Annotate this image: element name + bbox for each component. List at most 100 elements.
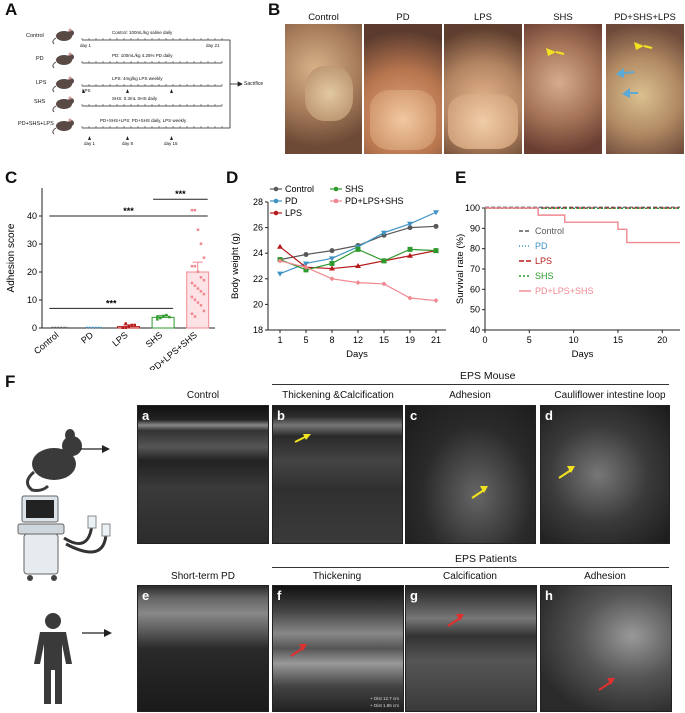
y-tick-label: 70 <box>470 264 480 274</box>
bar <box>151 316 175 329</box>
data-point <box>329 265 335 271</box>
legend-marker <box>273 198 279 204</box>
ultrasound-image-c: c <box>405 405 536 544</box>
mouse-icon-pd <box>52 52 74 69</box>
photo-pd <box>364 24 442 154</box>
legend-label: Control <box>285 184 314 194</box>
data-point <box>190 208 194 212</box>
data-point <box>162 314 165 318</box>
x-tick-label: SHS <box>144 330 165 350</box>
y-tick-label: 28 <box>253 197 263 207</box>
data-point <box>190 295 194 299</box>
data-point <box>130 323 133 327</box>
x-tick-label: 19 <box>405 335 415 345</box>
data-point <box>196 301 200 304</box>
us-letter-a: a <box>142 408 150 423</box>
data-point <box>193 208 197 212</box>
y-tick-label: 80 <box>470 244 480 254</box>
x-axis-label: Days <box>346 349 368 360</box>
ultrasound-image-e: e <box>137 585 269 712</box>
data-point <box>159 316 162 320</box>
human-silhouette-icon <box>34 613 72 704</box>
data-point <box>329 256 335 262</box>
day-8-label: day 8 <box>122 141 134 146</box>
series-line-0 <box>279 225 437 261</box>
significance-label: *** <box>106 298 117 308</box>
survival-line-chart: 40 50 60 70 80 90 100 0 5 10 15 20 Days Survival rate… <box>455 203 680 360</box>
protocol-shs: SHS: 0.3mL SHS daily <box>112 96 158 101</box>
data-point <box>433 298 439 304</box>
photo-lps <box>444 24 522 154</box>
panel-letter-f: F <box>5 372 16 391</box>
data-point <box>381 258 387 264</box>
us-letter-d: d <box>545 408 553 423</box>
x-tick-label: 5 <box>527 335 532 345</box>
group-label-pd: PD <box>36 56 44 62</box>
significance-label: *** <box>175 189 186 199</box>
legend-label: PD <box>285 196 298 206</box>
day-end-label: day 21 <box>206 43 220 48</box>
x-tick-label: LPS <box>110 330 129 349</box>
data-point <box>303 261 309 267</box>
scan-readout-2: + Dist 1.96 cm <box>370 703 399 708</box>
us-title-g: Calcification <box>443 571 497 582</box>
y-tick-label: 24 <box>253 248 263 258</box>
photo-combo <box>606 24 684 154</box>
legend-label: LPS <box>535 256 552 266</box>
data-point <box>165 313 168 317</box>
data-point <box>193 284 197 287</box>
protocol-pd: PD: 100mL/kg 4.25% PD daily <box>112 53 173 58</box>
data-point <box>133 323 136 327</box>
data-point <box>407 252 413 258</box>
data-point <box>190 312 194 315</box>
panel-letter-e: E <box>455 168 467 187</box>
legend-label: SHS <box>535 271 554 281</box>
mouse-icon-lps <box>52 76 74 93</box>
bar <box>186 271 210 329</box>
protocol-lps: LPS: 4mg/kg LPS weekly <box>112 76 163 81</box>
sacrifice-label: Sacrifice <box>244 81 264 87</box>
data-point <box>329 260 335 266</box>
x-tick-label: Control <box>32 330 61 356</box>
day-1-label: day 1 <box>84 141 96 146</box>
y-tick-label: 60 <box>470 284 480 294</box>
y-tick-label: 90 <box>470 223 480 233</box>
data-point <box>199 290 203 293</box>
y-tick-label: 0 <box>32 323 37 333</box>
x-tick-label: 1 <box>277 335 282 345</box>
data-point <box>199 242 203 245</box>
data-point <box>199 276 203 279</box>
y-tick-label: 18 <box>253 325 263 335</box>
lps-note: LPS <box>82 88 91 93</box>
patients-header: EPS Patients <box>455 553 517 565</box>
legend-marker <box>273 186 279 192</box>
ultrasound-image-d: d <box>540 405 670 544</box>
x-tick-label: 10 <box>569 335 579 345</box>
data-point <box>303 251 309 257</box>
timeline-diagram <box>52 28 243 140</box>
group-label-control: Control <box>26 33 44 39</box>
legend-label: Control <box>535 226 564 236</box>
y-tick-label: 20 <box>253 299 263 309</box>
mouse-icon-combo <box>52 118 74 135</box>
data-point <box>156 315 159 318</box>
panel-letter-a: A <box>5 0 18 19</box>
mouse-silhouette-icon <box>26 429 82 492</box>
panel-letter-b: B <box>268 0 281 19</box>
y-tick-label: 100 <box>465 203 480 213</box>
photo-title-pd: PD <box>396 12 410 23</box>
data-point <box>168 315 171 319</box>
data-point <box>303 267 309 273</box>
data-point <box>193 264 197 268</box>
data-point <box>381 281 387 287</box>
y-axis-label: Survival rate (%) <box>455 234 466 304</box>
data-point <box>193 298 197 301</box>
us-letter-c: c <box>410 408 418 423</box>
y-axis-label: Body weight (g) <box>230 233 241 299</box>
group-label-lps: LPS <box>36 80 47 86</box>
y-tick-label: 40 <box>470 325 480 335</box>
legend-marker <box>333 186 339 192</box>
us-title-e: Short-term PD <box>171 571 235 582</box>
arrow-icon <box>82 629 112 637</box>
